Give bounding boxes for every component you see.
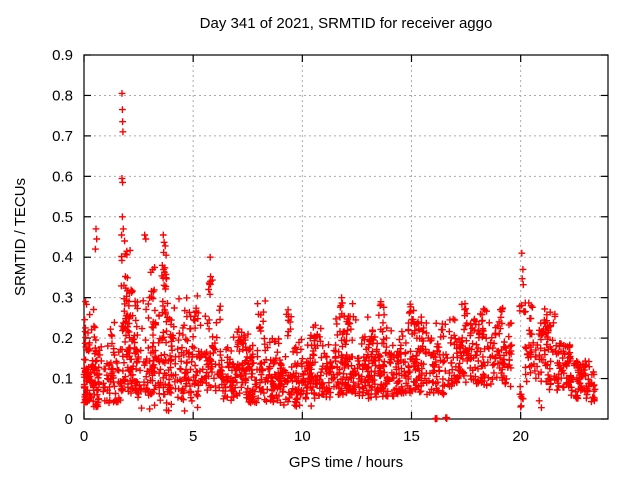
y-tick-label: 0.7 [52,128,73,145]
y-tick-label: 0.8 [52,87,73,104]
y-tick-label: 0.3 [52,290,73,307]
y-tick-label: 0.5 [52,209,73,226]
plot-border [83,54,609,420]
chart-title: Day 341 of 2021, SRMTID for receiver agg… [200,15,493,32]
y-tick-label: 0.6 [52,168,73,185]
x-tick-label: 15 [403,428,420,445]
x-tick-label: 20 [512,428,529,445]
x-axis-label: GPS time / hours [289,454,403,471]
x-tick-label: 5 [189,428,197,445]
scatter-points [80,90,599,423]
y-tick-label: 0.2 [52,330,73,347]
axis-ticks [83,54,608,420]
y-tick-label: 0 [65,411,73,428]
x-tick-label: 0 [80,428,88,445]
y-tick-label: 0.4 [52,249,73,266]
y-tick-label: 0.9 [52,47,73,64]
y-axis-label: SRMTID / TECUs [12,178,29,296]
x-tick-label: 10 [294,428,311,445]
y-tick-label: 0.1 [52,371,73,388]
tick-labels: 0 0.1 0.2 0.3 0.4 0.5 0.6 0.7 0.8 0.9 0 5 10 15 20 [52,47,529,445]
